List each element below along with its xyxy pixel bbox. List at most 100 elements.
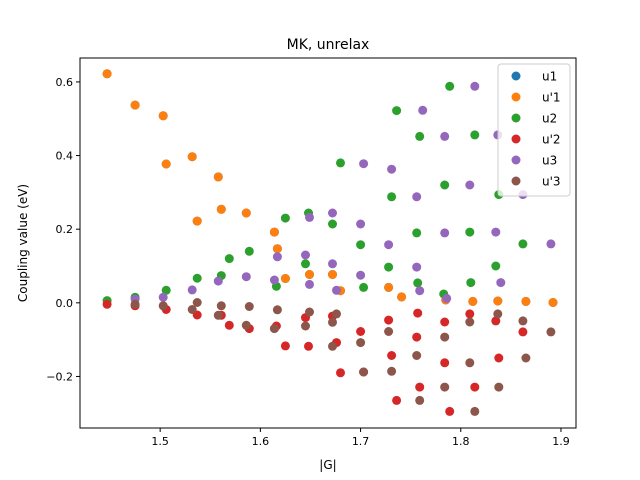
point-3-17	[387, 351, 397, 360]
point-5-30	[546, 327, 556, 337]
point-4-28	[332, 285, 341, 295]
point-1-16	[397, 292, 407, 302]
point-5-17	[384, 327, 394, 336]
point-5-1	[158, 301, 168, 311]
point-5-2	[187, 305, 197, 314]
point-2-8	[280, 213, 290, 223]
point-2-11	[328, 219, 337, 229]
point-3-22	[440, 358, 450, 368]
point-4-4	[241, 272, 251, 282]
point-3-27	[494, 353, 504, 363]
point-4-23	[491, 227, 501, 237]
point-1-15	[384, 282, 394, 292]
point-4-27	[305, 279, 314, 289]
point-4-22	[470, 81, 480, 91]
point-5-16	[359, 367, 369, 377]
point-1-7	[216, 204, 226, 214]
point-2-12	[336, 158, 345, 168]
y-tick-label-0: −0.2	[46, 370, 73, 383]
point-4-5	[269, 275, 279, 285]
point-3-19	[412, 332, 422, 342]
point-1-1	[130, 100, 140, 110]
point-2-6	[244, 246, 254, 256]
point-5-21	[440, 332, 450, 342]
point-4-15	[387, 164, 397, 174]
point-4-12	[356, 219, 366, 229]
point-1-12	[305, 270, 314, 279]
point-2-20	[440, 180, 450, 190]
x-tick-label-3: 1.8	[452, 435, 470, 448]
point-5-19	[412, 351, 422, 360]
point-5-22	[440, 382, 450, 392]
legend-marker-4	[511, 155, 521, 165]
point-3-0	[102, 299, 112, 309]
point-1-13	[328, 270, 337, 279]
point-5-28	[518, 316, 528, 326]
point-2-17	[392, 106, 402, 116]
point-2-14	[359, 282, 369, 292]
point-2-21	[445, 81, 455, 91]
legend-label-2: u2	[542, 112, 557, 126]
point-5-6	[241, 320, 251, 330]
point-2-18	[412, 228, 422, 238]
point-1-2	[158, 111, 168, 121]
point-2-13	[356, 240, 366, 250]
point-5-3	[192, 298, 202, 307]
point-4-2	[187, 285, 197, 295]
point-3-14	[356, 327, 366, 336]
point-2-5	[224, 254, 234, 264]
x-tick-label-0: 1.5	[151, 435, 169, 448]
chart-title: MK, unrelax	[287, 37, 370, 53]
legend-marker-1	[511, 92, 521, 102]
point-4-17	[412, 192, 422, 202]
y-tick-label-2: 0.2	[56, 223, 74, 236]
legend-marker-0	[511, 71, 521, 81]
point-4-29	[415, 286, 425, 296]
point-2-24	[491, 261, 501, 271]
point-5-7	[244, 302, 254, 311]
point-1-18	[468, 296, 478, 306]
point-3-13	[336, 368, 345, 378]
point-2-29	[466, 278, 476, 288]
point-2-15	[384, 262, 394, 272]
point-5-8	[269, 324, 279, 334]
y-tick-label-1: 0.0	[56, 297, 74, 310]
point-4-20	[440, 131, 450, 141]
point-4-14	[384, 240, 394, 250]
x-tick-label-2: 1.7	[352, 435, 370, 448]
y-tick-label-3: 0.4	[56, 150, 74, 163]
legend-label-0: u1	[542, 70, 557, 84]
point-5-4	[213, 310, 223, 320]
x-tick-label-4: 1.9	[552, 435, 570, 448]
point-2-27	[413, 278, 423, 288]
point-5-0	[130, 299, 140, 309]
point-2-2	[161, 285, 171, 295]
x-axis-label: |G|	[319, 458, 336, 472]
point-2-9	[301, 259, 310, 269]
point-5-12	[328, 341, 337, 351]
legend-label-1: u'1	[542, 91, 561, 105]
point-1-8	[241, 208, 251, 218]
point-3-23	[445, 406, 455, 416]
legend-marker-5	[511, 176, 521, 186]
point-2-16	[387, 192, 397, 202]
point-1-5	[192, 216, 202, 226]
point-5-26	[493, 309, 503, 319]
point-4-11	[356, 270, 366, 280]
point-2-3	[192, 273, 202, 283]
point-1-19	[493, 296, 503, 306]
points-layer	[102, 69, 558, 416]
axes-layer: 1.5 1.6 1.7 1.8 1.9 −0.2 0.0 0.2 0.4 0.6	[46, 76, 569, 448]
point-3-29	[413, 308, 423, 318]
point-5-27	[494, 382, 504, 392]
legend-marker-2	[511, 113, 521, 123]
legend-label-5: u'3	[542, 175, 561, 189]
point-5-9	[272, 305, 282, 315]
legend: u1 u'1 u2 u'2 u3 u'3	[497, 63, 571, 197]
point-3-8	[280, 341, 290, 351]
point-4-13	[359, 159, 369, 169]
point-4-26	[546, 239, 556, 249]
point-1-6	[213, 172, 223, 182]
point-2-22	[465, 227, 475, 237]
point-4-19	[440, 228, 450, 238]
